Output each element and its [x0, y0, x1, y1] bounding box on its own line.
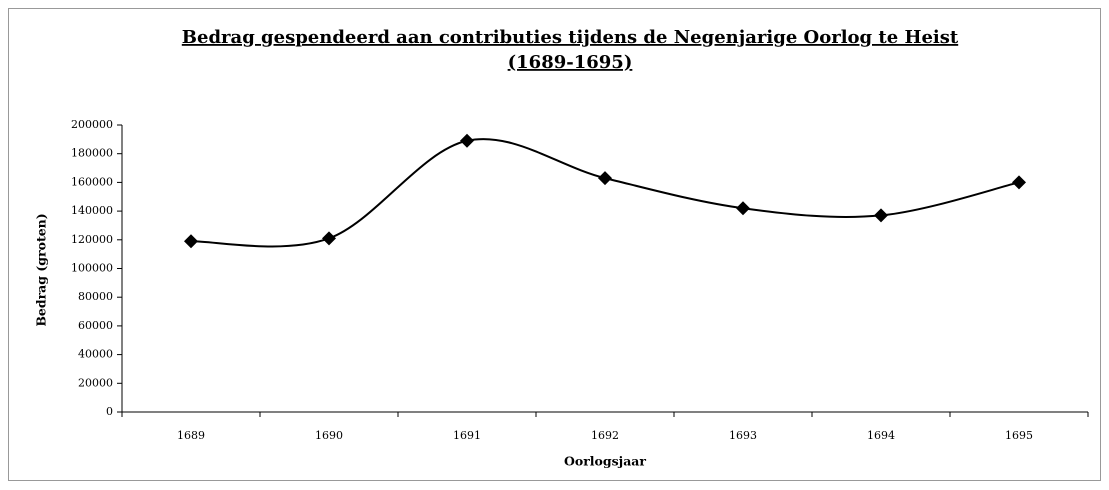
- y-tick-label: 20000: [78, 376, 113, 389]
- y-axis-title: Bedrag (groten): [34, 213, 49, 326]
- marker: [184, 234, 198, 249]
- chart-title: Bedrag gespendeerd aan contributies tijd…: [182, 27, 959, 48]
- y-tick-label: 180000: [71, 147, 113, 160]
- y-tick-label: 100000: [71, 262, 113, 275]
- x-tick-label: 1695: [1005, 429, 1033, 442]
- marker: [874, 208, 888, 223]
- x-tick-label: 1694: [867, 429, 895, 442]
- y-tick-label: 0: [106, 405, 113, 418]
- y-tick-label: 80000: [78, 290, 113, 303]
- line: [190, 138, 1020, 248]
- x-tick-label: 1691: [453, 429, 481, 442]
- marker: [322, 231, 336, 246]
- marker: [460, 133, 474, 148]
- x-tick-label: 1692: [591, 429, 619, 442]
- y-tick-label: 40000: [78, 348, 113, 361]
- marker: [736, 201, 750, 216]
- chart-title: (1689-1695): [508, 52, 633, 73]
- x-axis-title: Oorlogsjaar: [564, 454, 646, 469]
- y-tick-label: 60000: [78, 319, 113, 332]
- y-tick-label: 120000: [71, 233, 113, 246]
- chart-border: [8, 8, 1101, 481]
- x-tick-label: 1693: [729, 429, 757, 442]
- marker: [598, 171, 612, 186]
- marker: [1012, 175, 1026, 190]
- y-tick-label: 200000: [71, 118, 113, 131]
- x-tick-label: 1690: [315, 429, 343, 442]
- x-tick-label: 1689: [177, 429, 205, 442]
- y-tick-label: 160000: [71, 175, 113, 188]
- y-tick-label: 140000: [71, 204, 113, 217]
